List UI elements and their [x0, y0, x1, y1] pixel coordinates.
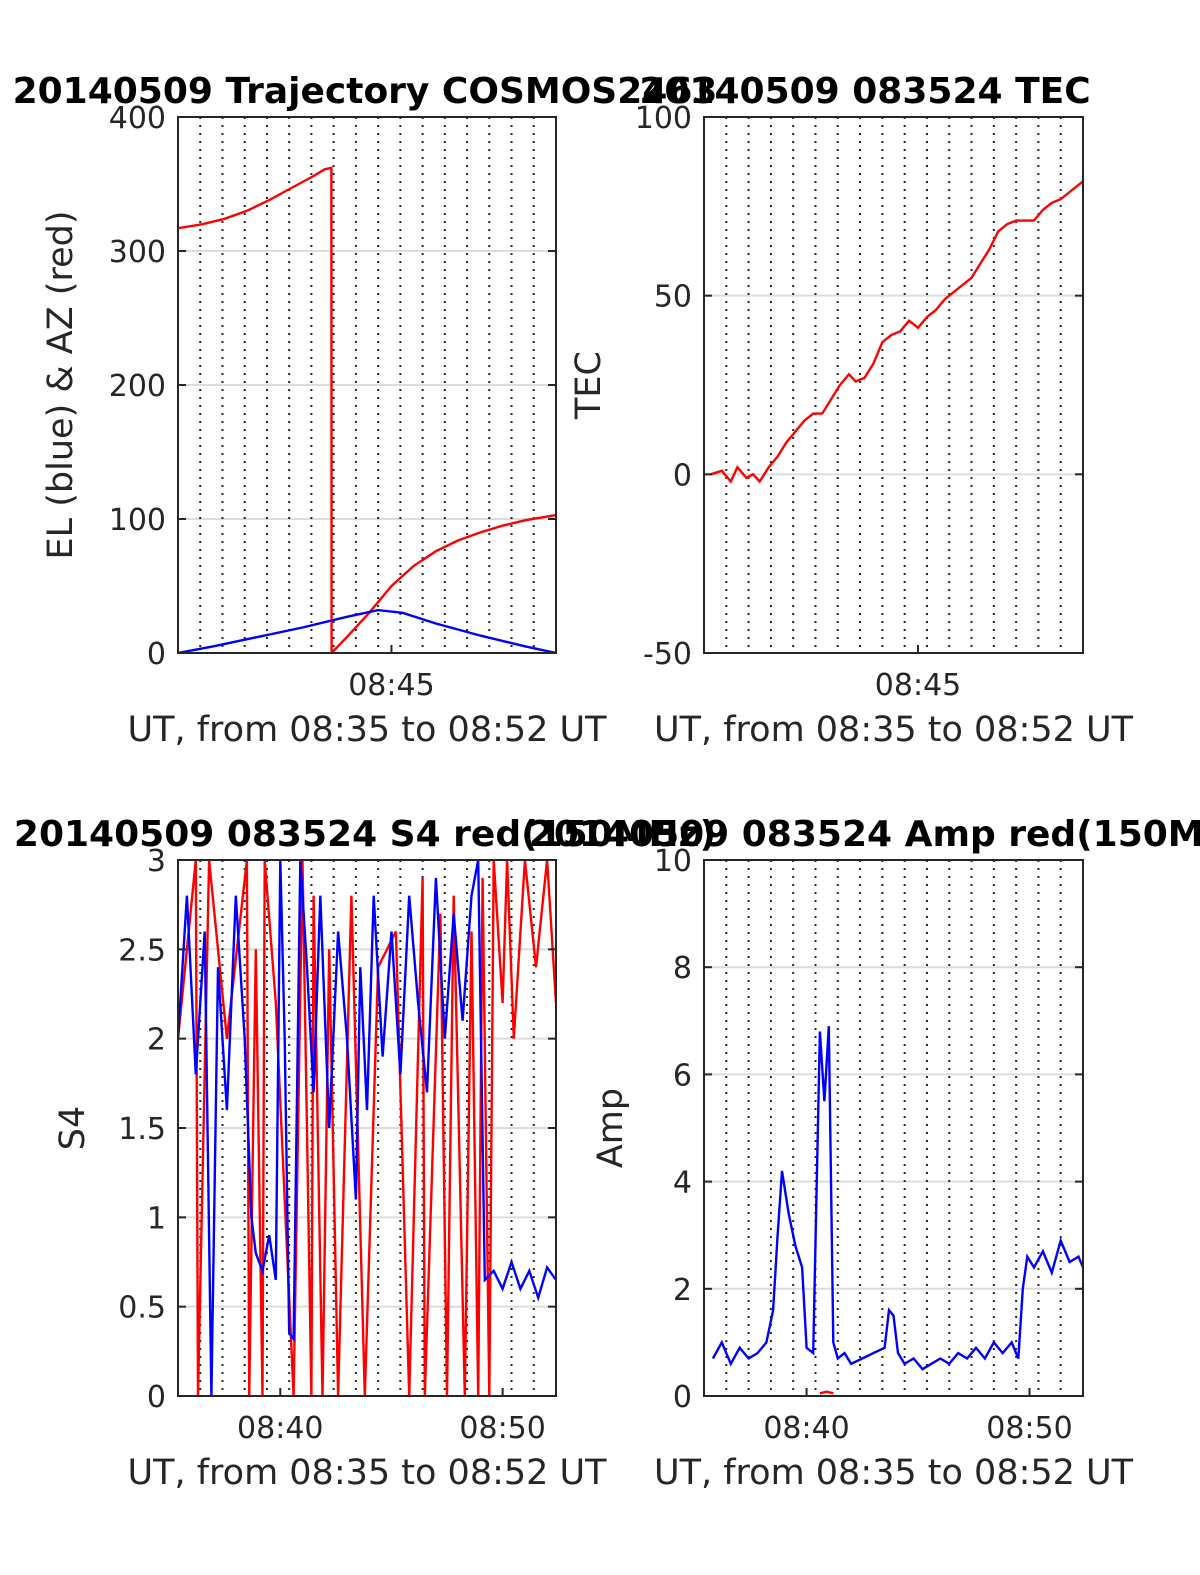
y-tick-label: 0.5	[118, 1291, 166, 1326]
x-tick-label: 08:40	[237, 1411, 323, 1446]
chart-panel-2: -50 0 50 100 08:45 UT, from 08:35 to 08:52 UT…	[569, 71, 1134, 750]
y-tick-label: 6	[673, 1058, 692, 1093]
x-tick-label: 08:45	[348, 668, 434, 703]
x-axis-label: UT, from 08:35 to 08:52 UT	[654, 1453, 1134, 1493]
plot-frame	[703, 116, 1084, 654]
y-tick-label: 1	[147, 1201, 166, 1236]
chart-panel-1: 0 100 200 300 400 08:45 UT, from 08:35 to 08:5…	[13, 71, 718, 750]
plot-frame	[703, 859, 1084, 1397]
y-tick-label: 8	[673, 951, 692, 986]
y-tick-label: 50	[654, 280, 692, 315]
y-tick-label: 200	[109, 369, 166, 404]
series-line-2	[178, 860, 556, 1396]
chart-panel-4: 0 2 4 6 8 10 08:40 08:50 UT, from 08:35 to 08:52…	[529, 814, 1200, 1493]
y-axis-label: TEC	[569, 351, 609, 420]
y-tick-label: 400	[109, 101, 166, 136]
series-line-2	[178, 608, 556, 653]
x-tick-label: 08:50	[459, 1411, 545, 1446]
chart-title: 20140509 083524 Amp red(150MHz)	[529, 814, 1200, 855]
x-axis-label: UT, from 08:35 to 08:52 UT	[127, 710, 607, 750]
y-tick-label: 0	[673, 458, 692, 493]
y-tick-label: 2.5	[118, 933, 166, 968]
x-tick-label: 08:40	[763, 1411, 849, 1446]
series-line-2	[711, 1026, 1083, 1371]
x-axis-label: UT, from 08:35 to 08:52 UT	[654, 710, 1134, 750]
y-tick-label: 100	[635, 101, 692, 136]
y-tick-label: 0	[147, 1380, 166, 1415]
x-axis-label: UT, from 08:35 to 08:52 UT	[127, 1453, 607, 1493]
chart-title: 20140509 083524 TEC	[639, 71, 1090, 112]
chart-title: 20140509 Trajectory COSMOS2463	[13, 71, 718, 112]
y-tick-label: 2	[147, 1023, 166, 1058]
chart-title: 20140509 083524 S4 red(150MHz)	[14, 814, 716, 855]
y-tick-label: -50	[643, 637, 692, 672]
x-tick-label: 08:45	[875, 668, 961, 703]
y-tick-label: 3	[147, 844, 166, 879]
y-tick-label: 2	[673, 1273, 692, 1308]
y-axis-label: Amp	[591, 1088, 631, 1168]
series-line-1	[819, 1390, 834, 1395]
y-tick-label: 300	[109, 235, 166, 270]
series-line-1	[178, 166, 556, 653]
y-axis-label: S4	[53, 1106, 93, 1151]
y-tick-label: 1.5	[118, 1112, 166, 1147]
y-tick-label: 4	[673, 1166, 692, 1201]
x-tick-label: 08:50	[986, 1411, 1072, 1446]
y-tick-label: 100	[109, 503, 166, 538]
series-line-1	[710, 180, 1083, 484]
y-tick-label: 0	[673, 1380, 692, 1415]
chart-panel-3: 0 0.5 1 1.5 2 2.5 3 08:40 08:50 UT, from 08:35 to…	[14, 814, 716, 1493]
y-tick-label: 0	[147, 637, 166, 672]
y-axis-label: EL (blue) & AZ (red)	[41, 211, 81, 560]
y-tick-label: 10	[654, 844, 692, 879]
